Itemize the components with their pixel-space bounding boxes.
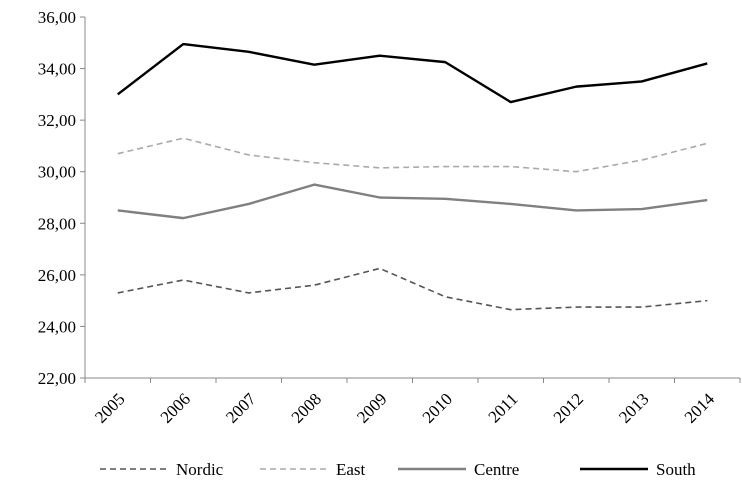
y-tick-label: 28,00 bbox=[38, 214, 76, 233]
legend-label: Nordic bbox=[176, 460, 224, 479]
x-tick-label: 2005 bbox=[91, 389, 128, 426]
legend-label: South bbox=[656, 460, 696, 479]
y-tick-label: 24,00 bbox=[38, 317, 76, 336]
x-tick-label: 2007 bbox=[222, 389, 260, 427]
legend-label: East bbox=[336, 460, 366, 479]
x-tick-label: 2013 bbox=[615, 389, 652, 426]
y-tick-label: 22,00 bbox=[38, 369, 76, 388]
series-line bbox=[117, 183, 708, 220]
x-tick-label: 2014 bbox=[681, 389, 719, 427]
legend-label: Centre bbox=[474, 460, 519, 479]
x-tick-label: 2006 bbox=[157, 389, 194, 426]
series-line bbox=[117, 267, 708, 311]
y-tick-label: 32,00 bbox=[38, 111, 76, 130]
x-tick-label: 2011 bbox=[485, 389, 522, 426]
y-tick-label: 26,00 bbox=[38, 266, 76, 285]
y-tick-label: 36,00 bbox=[38, 8, 76, 27]
y-tick-label: 34,00 bbox=[38, 60, 76, 79]
x-tick-label: 2010 bbox=[419, 389, 456, 426]
x-tick-label: 2012 bbox=[550, 389, 587, 426]
series-line bbox=[117, 137, 708, 173]
y-tick-label: 30,00 bbox=[38, 163, 76, 182]
series-line bbox=[117, 42, 708, 104]
x-tick-label: 2009 bbox=[353, 389, 390, 426]
x-tick-label: 2008 bbox=[288, 389, 325, 426]
